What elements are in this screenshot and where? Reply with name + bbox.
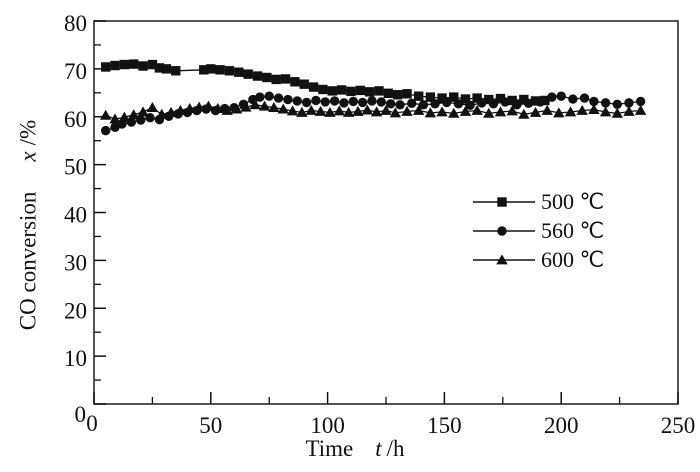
x-axis-unit: /h: [386, 436, 405, 461]
svg-text:80: 80: [64, 11, 87, 36]
svg-text:70: 70: [64, 59, 87, 84]
x-axis-title: Time t/h: [60, 437, 650, 460]
svg-text:200: 200: [544, 413, 579, 438]
x-axis-symbol: t: [375, 436, 382, 461]
legend: 500 ℃ 560 ℃ 600 ℃: [473, 187, 604, 274]
svg-text:60: 60: [64, 107, 87, 132]
x-axis-ticks: 0 50 100 150 200 250: [86, 392, 695, 438]
legend-circle-marker-icon: [473, 225, 535, 236]
y-axis-symbol: x: [15, 151, 41, 162]
y-axis-title: CO conversion x /%: [15, 119, 41, 331]
legend-item-560c: 560 ℃: [473, 216, 604, 245]
y-axis-title-text: CO conversion: [15, 191, 41, 331]
series-circle: [100, 91, 646, 136]
y-axis-ticks: 0 10 20 30 40 50 60 70 80: [64, 11, 106, 427]
svg-text:0: 0: [75, 402, 87, 427]
x-axis-symbol-group: t/h: [375, 437, 404, 460]
legend-label: 600 ℃: [541, 246, 605, 272]
svg-text:10: 10: [64, 346, 87, 371]
legend-item-600c: 600 ℃: [473, 245, 604, 274]
legend-triangle-marker-icon: [473, 253, 535, 264]
svg-text:250: 250: [661, 413, 696, 438]
svg-text:40: 40: [64, 203, 87, 228]
svg-text:20: 20: [64, 298, 87, 323]
legend-item-500c: 500 ℃: [473, 187, 604, 216]
x-axis-title-text: Time: [305, 436, 354, 461]
svg-text:50: 50: [199, 413, 222, 438]
legend-label: 500 ℃: [541, 188, 605, 214]
svg-text:50: 50: [64, 155, 87, 180]
legend-label: 560 ℃: [541, 217, 605, 243]
svg-text:150: 150: [427, 413, 462, 438]
svg-text:100: 100: [310, 413, 345, 438]
svg-text:30: 30: [64, 250, 87, 275]
series-triangle: [99, 99, 647, 124]
svg-text:0: 0: [86, 411, 98, 436]
legend-square-marker-icon: [473, 196, 535, 207]
y-axis-unit: /%: [15, 119, 41, 146]
